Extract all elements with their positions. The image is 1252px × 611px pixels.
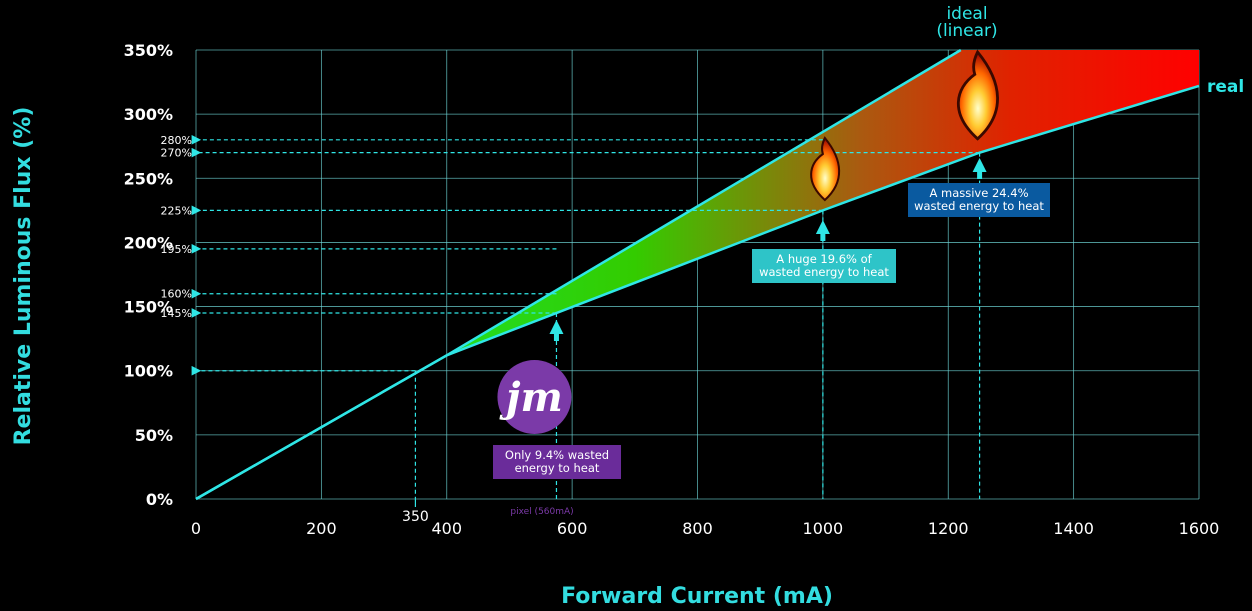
y-axis-title: Relative Luminous Flux (%)	[11, 107, 36, 446]
x-tick-label-2: 400	[431, 519, 462, 538]
callout-1000ma: A huge 19.6% of wasted energy to heat	[752, 249, 896, 283]
pixel-label: pixel (560mA)	[510, 507, 573, 517]
y-tick-label-4: 200%	[124, 233, 173, 252]
marker-350-label: 350	[402, 509, 429, 525]
wasted-energy-area	[446, 50, 1199, 356]
pixel-logo-mark: jm	[499, 374, 563, 421]
x-tick-label-8: 1600	[1179, 519, 1220, 538]
tick-labels: 0 200 400 600 800 1000 1200 1400 1600 0% 50% 100% 15…	[124, 41, 1220, 538]
y-tick-label-7: 350%	[124, 41, 173, 60]
up-arrow-0	[549, 320, 564, 341]
x-axis-title: Forward Current (mA)	[561, 584, 833, 609]
flame-icon-1250ma	[956, 49, 999, 141]
y-minor-label-3: 195%	[161, 243, 192, 256]
wasted-energy-band	[446, 50, 1199, 356]
y-tick-label-6: 300%	[124, 105, 173, 124]
y-minor-label-2: 225%	[161, 204, 192, 217]
x-tick-label-0: 0	[191, 519, 201, 538]
y-minor-label-1: 270%	[161, 147, 192, 160]
up-arrow-2	[972, 158, 987, 179]
y-tick-label-3: 150%	[124, 298, 173, 317]
callout-pixel: Only 9.4% wasted energy to heat	[493, 445, 621, 479]
series-label-ideal-0: ideal	[946, 4, 987, 24]
y-tick-label-1: 50%	[135, 426, 173, 445]
y-tick-label-2: 100%	[124, 362, 173, 381]
callout-pixel-line1: Only 9.4% wasted	[504, 448, 610, 462]
up-arrow-1	[815, 220, 830, 241]
callout-1250ma-line1: A massive 24.4%	[929, 186, 1029, 200]
decorations: jm	[497, 49, 999, 434]
x-tick-label-3: 600	[557, 519, 588, 538]
x-tick-label-1: 200	[306, 519, 337, 538]
callout-pixel-line2: energy to heat	[514, 461, 600, 475]
y-minor-label-4: 160%	[161, 288, 192, 301]
x-tick-label-7: 1400	[1053, 519, 1094, 538]
x-tick-label-5: 1000	[803, 519, 844, 538]
x-tick-label-6: 1200	[928, 519, 969, 538]
y-tick-label-0: 0%	[146, 490, 173, 509]
pixel-logo	[497, 360, 572, 434]
callout-1000ma-line2: wasted energy to heat	[759, 265, 889, 279]
x-tick-label-4: 800	[682, 519, 713, 538]
series-label-real: real	[1207, 77, 1244, 97]
callout-1250ma: A massive 24.4% wasted energy to heat	[908, 183, 1050, 217]
y-minor-label-0: 280%	[161, 134, 192, 147]
guide-lines	[191, 135, 981, 507]
callout-1000ma-line1: A huge 19.6% of	[776, 252, 872, 266]
y-tick-label-5: 250%	[124, 169, 173, 188]
flame-icon-1000ma	[810, 136, 841, 202]
y-minor-label-5: 145%	[161, 307, 192, 320]
callout-1250ma-line2: wasted energy to heat	[914, 199, 1044, 213]
series-label-ideal-1: (linear)	[936, 21, 997, 41]
